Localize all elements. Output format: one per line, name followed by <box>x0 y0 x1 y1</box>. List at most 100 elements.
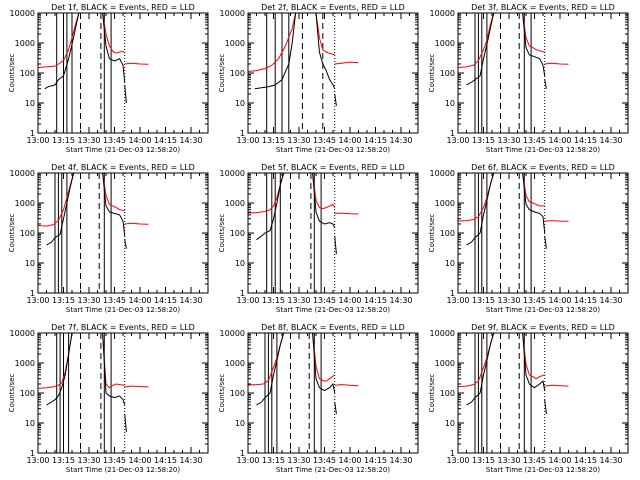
x-tick-label: 14:00 <box>338 456 361 465</box>
x-tick-label: 13:15 <box>52 456 75 465</box>
x-tick-label: 14:15 <box>154 296 177 305</box>
x-tick-label: 14:30 <box>389 296 412 305</box>
y-tick-label: 10 <box>445 99 455 108</box>
x-tick-label: 13:30 <box>77 456 100 465</box>
events-series-line <box>102 13 126 83</box>
y-tick-label: 1 <box>450 289 455 298</box>
lld-series-line <box>248 13 297 72</box>
y-tick-label: 100 <box>230 229 245 238</box>
lld-series-line <box>312 173 336 210</box>
x-axis-label: Start Time (21-Dec-03 12:58:20) <box>66 466 180 474</box>
axes-frame <box>247 332 419 454</box>
x-tick-label: 14:00 <box>128 136 151 145</box>
y-tick-label: 10 <box>445 259 455 268</box>
x-tick-label: 13:00 <box>26 136 49 145</box>
y-axis-label: Counts/sec <box>8 374 16 413</box>
y-tick-label: 1 <box>450 449 455 458</box>
events-series-line <box>256 333 285 406</box>
y-tick-label: 10 <box>235 99 245 108</box>
events-series-line <box>315 13 336 89</box>
events-series-line <box>522 173 546 234</box>
plot-area <box>38 333 149 453</box>
events-series-line <box>312 173 336 228</box>
events-series-line <box>334 93 337 106</box>
y-axis-label: Counts/sec <box>428 214 436 253</box>
events-series-line <box>46 173 75 246</box>
x-tick-label: 13:30 <box>287 456 310 465</box>
events-series-line <box>466 13 495 86</box>
y-tick-label: 100 <box>440 389 455 398</box>
panel-8: 1 10 100 1000 10000 13:00 13:15 13:30 13:45 14:00… <box>218 323 419 474</box>
x-tick-label: 14:30 <box>599 456 622 465</box>
y-tick-label: 1000 <box>435 359 455 368</box>
x-tick-label: 13:30 <box>497 456 520 465</box>
x-tick-label: 13:00 <box>446 456 469 465</box>
x-tick-label: 14:15 <box>574 296 597 305</box>
x-tick-label: 13:00 <box>446 136 469 145</box>
x-axis-label: Start Time (21-Dec-03 12:58:20) <box>486 306 600 314</box>
y-tick-label: 1 <box>30 289 35 298</box>
y-tick-label: 10000 <box>10 9 35 18</box>
y-tick-label: 10000 <box>220 169 245 178</box>
x-axis-label: Start Time (21-Dec-03 12:58:20) <box>66 306 180 314</box>
x-tick-label: 14:15 <box>154 456 177 465</box>
x-tick-label: 13:15 <box>262 296 285 305</box>
x-tick-label: 13:15 <box>262 136 285 145</box>
axes-frame <box>457 172 629 294</box>
y-tick-label: 1 <box>30 449 35 458</box>
y-tick-label: 10000 <box>430 9 455 18</box>
x-tick-label: 13:00 <box>26 296 49 305</box>
x-tick-label: 14:15 <box>574 456 597 465</box>
lld-series-line <box>38 13 80 68</box>
y-tick-label: 1000 <box>15 359 35 368</box>
events-series-line <box>466 173 495 246</box>
lld-series-line <box>334 61 359 65</box>
x-tick-label: 14:00 <box>338 296 361 305</box>
events-series-line <box>522 333 546 391</box>
panel-6: 1 10 100 1000 10000 13:00 13:15 13:30 13:45 14:00… <box>428 163 629 314</box>
lld-series-line <box>102 333 125 389</box>
x-tick-label: 13:45 <box>313 296 336 305</box>
x-tick-label: 14:00 <box>128 456 151 465</box>
lld-series-line <box>334 384 359 387</box>
x-tick-label: 13:15 <box>472 296 495 305</box>
y-axis-label: Counts/sec <box>218 214 226 253</box>
x-axis-label: Start Time (21-Dec-03 12:58:20) <box>66 146 180 154</box>
x-tick-label: 13:30 <box>77 296 100 305</box>
x-tick-label: 14:30 <box>179 456 202 465</box>
panel-9: 1 10 100 1000 10000 13:00 13:15 13:30 13:45 14:00… <box>428 323 629 474</box>
events-series-line <box>102 333 126 406</box>
x-tick-label: 14:00 <box>128 296 151 305</box>
y-axis-label: Counts/sec <box>428 374 436 413</box>
lld-series-line <box>522 173 545 207</box>
lld-series-line <box>544 220 569 222</box>
x-tick-label: 14:00 <box>548 136 571 145</box>
plot-area <box>248 173 359 293</box>
y-tick-label: 1000 <box>435 199 455 208</box>
events-series-line <box>124 84 127 104</box>
x-tick-label: 13:45 <box>313 456 336 465</box>
x-tick-label: 13:45 <box>523 456 546 465</box>
x-tick-label: 13:45 <box>523 296 546 305</box>
panel-title: Det 4f, BLACK = Events, RED = LLD <box>51 163 195 172</box>
y-axis-label: Counts/sec <box>8 54 16 93</box>
y-tick-label: 1 <box>240 449 245 458</box>
x-axis-label: Start Time (21-Dec-03 12:58:20) <box>486 466 600 474</box>
panel-title: Det 5f, BLACK = Events, RED = LLD <box>261 163 405 172</box>
lld-series-line <box>544 62 569 65</box>
x-tick-label: 13:30 <box>77 136 100 145</box>
y-tick-label: 1000 <box>225 39 245 48</box>
panel-title: Det 7f, BLACK = Events, RED = LLD <box>51 323 195 332</box>
events-series-line <box>256 173 285 241</box>
x-tick-label: 14:00 <box>548 456 571 465</box>
x-axis-label: Start Time (21-Dec-03 12:58:20) <box>276 466 390 474</box>
lld-series-line <box>124 385 149 388</box>
y-tick-label: 10 <box>25 259 35 268</box>
events-series-line <box>466 333 495 406</box>
lld-series-line <box>334 212 359 215</box>
lld-series-line <box>102 13 125 54</box>
events-series-line <box>102 173 126 236</box>
x-tick-label: 13:15 <box>472 456 495 465</box>
y-tick-label: 10000 <box>220 9 245 18</box>
events-series-line <box>46 333 73 406</box>
